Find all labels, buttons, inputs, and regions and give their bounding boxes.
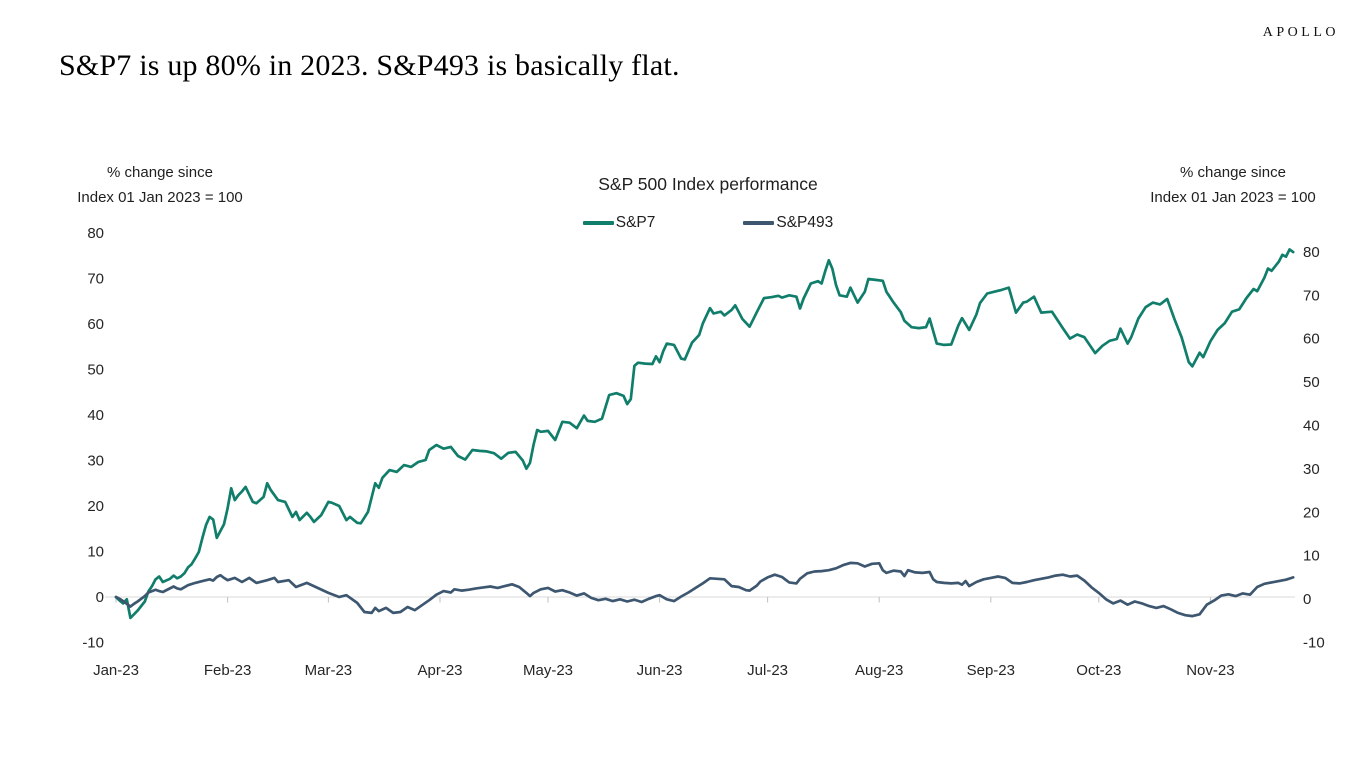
- x-axis-tick-label: May-23: [523, 662, 573, 679]
- y-axis-tick-label-left: 20: [87, 498, 104, 515]
- legend-label-sp7: S&P7: [615, 214, 656, 231]
- y-axis-tick-label-left: 10: [87, 544, 104, 561]
- y-axis-tick-label-right: 20: [1303, 504, 1320, 521]
- sp7-line-swatch: [582, 221, 614, 225]
- y-axis-tick-label-left: 70: [87, 271, 104, 288]
- chart-legend: S&P7 S&P493: [383, 214, 1033, 232]
- left-axis-note-line2: Index 01 Jan 2023 = 100: [77, 189, 243, 206]
- y-axis-tick-label-right: 10: [1303, 548, 1320, 565]
- y-axis-tick-label-left: 40: [87, 407, 104, 424]
- y-axis-tick-label-right: 30: [1303, 461, 1320, 478]
- x-axis-tick-label: Oct-23: [1076, 662, 1121, 679]
- x-axis-tick-label: Aug-23: [855, 662, 903, 679]
- legend-label-sp493: S&P493: [776, 214, 834, 231]
- y-axis-tick-label-left: 60: [87, 316, 104, 333]
- chart-title: S&P 500 Index performance: [598, 174, 818, 194]
- left-axis-note: % change since Index 01 Jan 2023 = 100: [57, 160, 263, 210]
- y-axis-tick-label-left: -10: [82, 635, 104, 652]
- x-axis-tick-label: Nov-23: [1186, 662, 1234, 679]
- right-axis-note: % change since Index 01 Jan 2023 = 100: [1130, 160, 1336, 210]
- y-axis-tick-label-right: 0: [1303, 591, 1311, 608]
- sp493-line-swatch: [743, 221, 775, 225]
- y-axis-tick-label-left: 80: [87, 225, 104, 242]
- y-axis-tick-label-right: 80: [1303, 244, 1320, 261]
- x-axis-tick-label: Sep-23: [967, 662, 1015, 679]
- x-axis-tick-label: Jul-23: [747, 662, 788, 679]
- x-axis-tick-label: Apr-23: [417, 662, 462, 679]
- left-axis-note-line1: % change since: [107, 164, 213, 181]
- y-axis-tick-label-right: 60: [1303, 331, 1320, 348]
- x-axis-tick-label: Feb-23: [204, 662, 252, 679]
- right-axis-note-line1: % change since: [1180, 164, 1286, 181]
- y-axis-tick-label-left: 50: [87, 362, 104, 379]
- x-axis-tick-label: Jan-23: [93, 662, 139, 679]
- x-axis-tick-label: Jun-23: [637, 662, 683, 679]
- y-axis-tick-label-right: 50: [1303, 374, 1320, 391]
- y-axis-tick-label-right: -10: [1303, 635, 1325, 652]
- legend-item-sp7: S&P7: [582, 214, 656, 232]
- headline: S&P7 is up 80% in 2023. S&P493 is basica…: [59, 49, 680, 82]
- right-axis-note-line2: Index 01 Jan 2023 = 100: [1150, 189, 1316, 206]
- legend-item-sp493: S&P493: [743, 214, 833, 232]
- series-line-sp493: [114, 561, 1295, 618]
- y-axis-tick-label-right: 40: [1303, 418, 1320, 435]
- x-axis-tick-label: Mar-23: [305, 662, 353, 679]
- series-line-sp7: [114, 248, 1295, 620]
- apollo-logo: APOLLO: [1262, 25, 1339, 40]
- y-axis-tick-label-right: 70: [1303, 287, 1320, 304]
- y-axis-tick-label-left: 30: [87, 453, 104, 470]
- y-axis-tick-label-left: 0: [96, 589, 104, 606]
